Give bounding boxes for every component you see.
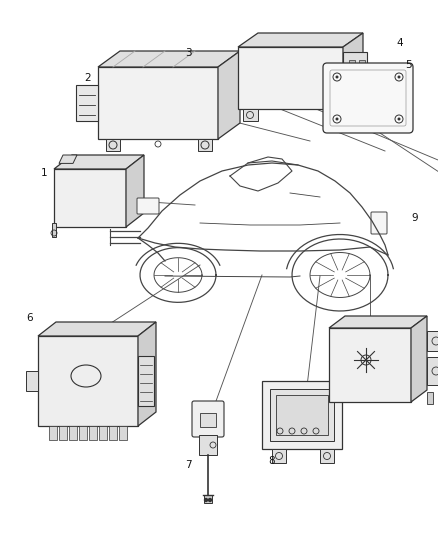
Polygon shape [411, 316, 427, 402]
Circle shape [336, 117, 339, 120]
Text: 2: 2 [85, 73, 91, 83]
Polygon shape [238, 47, 343, 109]
Polygon shape [359, 60, 365, 68]
Polygon shape [270, 389, 334, 441]
Polygon shape [49, 426, 57, 440]
Polygon shape [349, 60, 355, 68]
Polygon shape [138, 356, 154, 406]
Text: 8: 8 [268, 456, 276, 466]
Circle shape [336, 76, 339, 78]
Circle shape [208, 498, 212, 502]
Polygon shape [238, 33, 363, 47]
Polygon shape [262, 381, 342, 449]
Polygon shape [320, 449, 334, 463]
Circle shape [398, 76, 400, 78]
Polygon shape [99, 426, 107, 440]
Polygon shape [204, 495, 212, 503]
Polygon shape [109, 426, 117, 440]
Polygon shape [218, 51, 240, 139]
Polygon shape [38, 322, 156, 336]
Polygon shape [98, 67, 218, 139]
Polygon shape [349, 88, 355, 96]
Text: 1: 1 [41, 168, 47, 178]
Polygon shape [272, 449, 286, 463]
Polygon shape [76, 85, 98, 121]
Text: 6: 6 [27, 313, 33, 323]
Polygon shape [329, 316, 427, 328]
Polygon shape [98, 51, 240, 67]
Polygon shape [343, 33, 363, 109]
Polygon shape [59, 426, 67, 440]
Polygon shape [79, 426, 87, 440]
Polygon shape [69, 426, 77, 440]
Polygon shape [349, 74, 355, 82]
Polygon shape [26, 371, 38, 391]
Polygon shape [276, 395, 328, 435]
Text: 3: 3 [185, 48, 191, 58]
Text: 7: 7 [185, 460, 191, 470]
Circle shape [205, 498, 208, 502]
Polygon shape [54, 155, 144, 169]
Polygon shape [54, 169, 126, 227]
Polygon shape [329, 328, 411, 402]
Polygon shape [119, 426, 127, 440]
Polygon shape [89, 426, 97, 440]
FancyBboxPatch shape [192, 401, 224, 437]
Polygon shape [427, 331, 438, 351]
FancyBboxPatch shape [323, 63, 413, 133]
Polygon shape [427, 357, 438, 385]
Polygon shape [126, 155, 144, 227]
Circle shape [398, 117, 400, 120]
Polygon shape [200, 413, 216, 427]
Polygon shape [106, 139, 120, 151]
FancyBboxPatch shape [137, 198, 159, 214]
Polygon shape [359, 74, 365, 82]
Polygon shape [198, 139, 212, 151]
Polygon shape [38, 336, 138, 426]
Polygon shape [138, 322, 156, 426]
Text: 4: 4 [397, 38, 403, 48]
Text: 9: 9 [412, 213, 418, 223]
Polygon shape [343, 52, 367, 104]
Polygon shape [52, 223, 56, 237]
Polygon shape [243, 109, 258, 121]
Text: 5: 5 [405, 60, 411, 70]
Polygon shape [59, 155, 77, 164]
Polygon shape [427, 392, 433, 404]
Polygon shape [359, 88, 365, 96]
Polygon shape [199, 435, 217, 455]
FancyBboxPatch shape [371, 212, 387, 234]
